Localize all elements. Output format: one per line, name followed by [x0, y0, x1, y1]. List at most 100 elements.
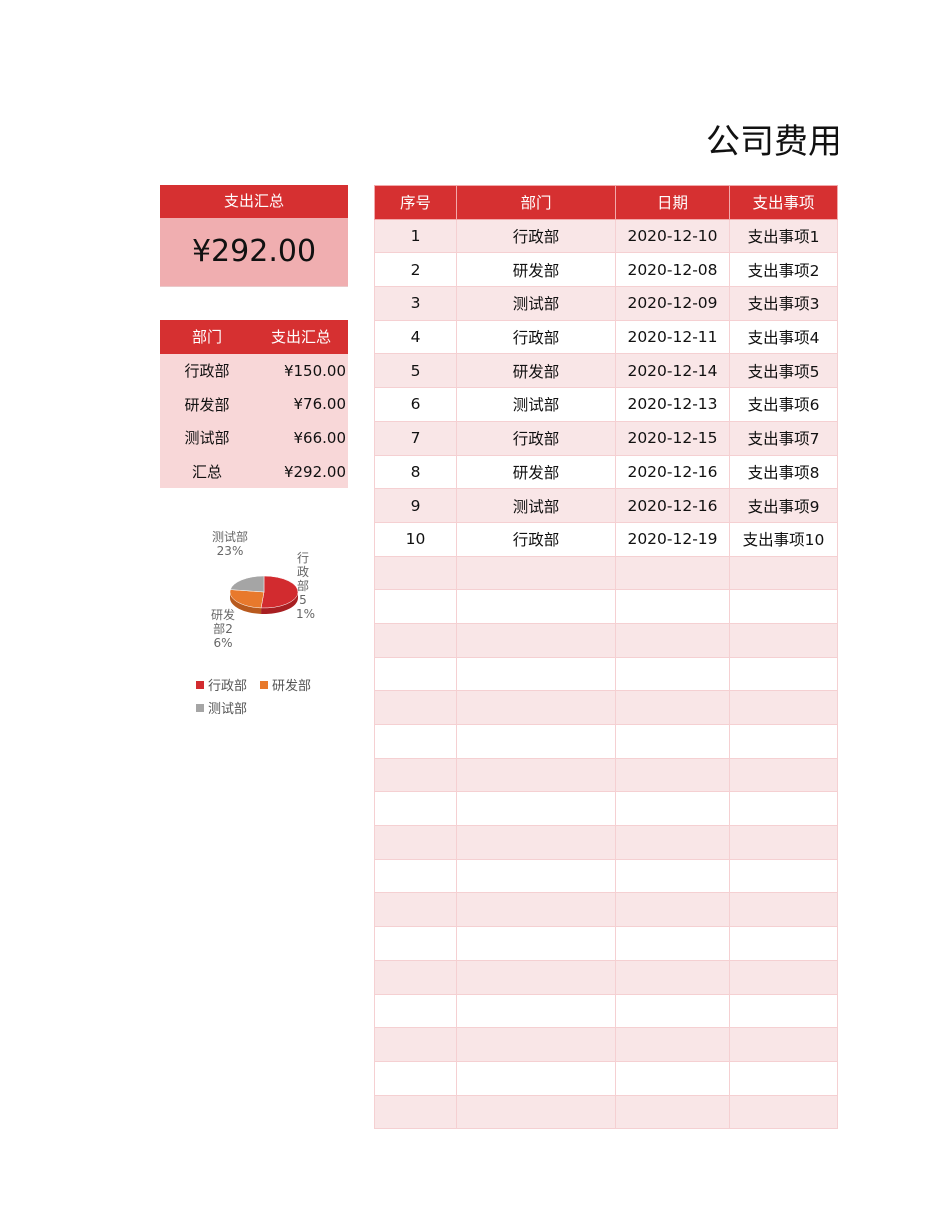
- table-cell[interactable]: [456, 993, 616, 1029]
- table-cell[interactable]: 2020-12-16: [615, 454, 730, 490]
- table-cell[interactable]: [456, 757, 616, 793]
- table-cell[interactable]: [374, 555, 457, 591]
- table-cell[interactable]: [615, 926, 730, 961]
- table-cell[interactable]: [729, 555, 838, 591]
- table-cell[interactable]: [374, 589, 457, 624]
- table-cell[interactable]: [456, 656, 616, 692]
- table-cell[interactable]: [374, 724, 457, 759]
- table-cell[interactable]: [729, 858, 838, 894]
- table-cell[interactable]: 支出事项9: [729, 488, 838, 523]
- table-cell[interactable]: [615, 656, 730, 692]
- table-cell[interactable]: [374, 1027, 457, 1062]
- table-cell[interactable]: 2020-12-13: [615, 387, 730, 422]
- table-cell[interactable]: [456, 622, 616, 658]
- table-cell[interactable]: [615, 993, 730, 1029]
- table-cell[interactable]: [374, 757, 457, 793]
- table-cell[interactable]: 研发部: [456, 454, 616, 490]
- table-cell[interactable]: [456, 892, 616, 928]
- summary-total[interactable]: ¥292.00: [160, 218, 348, 287]
- table-cell[interactable]: 8: [374, 454, 457, 490]
- table-cell[interactable]: [374, 825, 457, 860]
- table-cell[interactable]: [374, 622, 457, 658]
- table-cell[interactable]: 9: [374, 488, 457, 523]
- table-cell[interactable]: [729, 892, 838, 928]
- table-cell[interactable]: 测试部: [456, 387, 616, 422]
- table-cell[interactable]: 7: [374, 420, 457, 456]
- table-cell[interactable]: [729, 993, 838, 1029]
- table-cell[interactable]: 2020-12-10: [615, 218, 730, 254]
- table-cell[interactable]: [729, 791, 838, 827]
- table-cell[interactable]: [615, 555, 730, 591]
- table-cell[interactable]: 行政部: [456, 218, 616, 254]
- table-cell[interactable]: 2020-12-08: [615, 252, 730, 288]
- table-cell[interactable]: [615, 825, 730, 860]
- table-cell[interactable]: 支出事项1: [729, 218, 838, 254]
- column-header[interactable]: 部门: [456, 185, 616, 220]
- table-cell[interactable]: [729, 589, 838, 624]
- dept-name-cell[interactable]: 测试部: [160, 421, 254, 455]
- table-cell[interactable]: [374, 926, 457, 961]
- table-cell[interactable]: [615, 959, 730, 995]
- table-cell[interactable]: [615, 1060, 730, 1096]
- table-cell[interactable]: [374, 959, 457, 995]
- table-cell[interactable]: 支出事项10: [729, 521, 838, 557]
- table-cell[interactable]: [729, 1027, 838, 1062]
- table-cell[interactable]: [615, 724, 730, 759]
- table-cell[interactable]: 2020-12-14: [615, 353, 730, 389]
- table-cell[interactable]: 2020-12-15: [615, 420, 730, 456]
- table-cell[interactable]: [456, 555, 616, 591]
- dept-amount-cell[interactable]: ¥150.00: [254, 353, 348, 388]
- table-cell[interactable]: [456, 959, 616, 995]
- table-cell[interactable]: 测试部: [456, 488, 616, 523]
- table-cell[interactable]: [456, 1094, 616, 1130]
- table-cell[interactable]: [456, 926, 616, 961]
- table-cell[interactable]: 4: [374, 319, 457, 355]
- table-cell[interactable]: 行政部: [456, 420, 616, 456]
- table-cell[interactable]: [729, 1094, 838, 1130]
- dept-amount-cell[interactable]: ¥292.00: [254, 454, 348, 489]
- table-cell[interactable]: [729, 622, 838, 658]
- table-cell[interactable]: [615, 791, 730, 827]
- table-cell[interactable]: 支出事项7: [729, 420, 838, 456]
- dept-amount-cell[interactable]: ¥76.00: [254, 387, 348, 422]
- table-cell[interactable]: 2020-12-09: [615, 286, 730, 321]
- table-cell[interactable]: [374, 892, 457, 928]
- table-cell[interactable]: [456, 1027, 616, 1062]
- table-cell[interactable]: 研发部: [456, 353, 616, 389]
- table-cell[interactable]: [456, 690, 616, 725]
- column-header[interactable]: 序号: [374, 185, 457, 220]
- table-cell[interactable]: 2: [374, 252, 457, 288]
- table-cell[interactable]: [374, 1094, 457, 1130]
- table-cell[interactable]: [615, 1094, 730, 1130]
- table-cell[interactable]: 测试部: [456, 286, 616, 321]
- table-cell[interactable]: 支出事项6: [729, 387, 838, 422]
- table-cell[interactable]: [456, 858, 616, 894]
- table-cell[interactable]: [374, 858, 457, 894]
- table-cell[interactable]: [456, 1060, 616, 1096]
- table-cell[interactable]: 3: [374, 286, 457, 321]
- dept-name-cell[interactable]: 研发部: [160, 387, 254, 422]
- table-cell[interactable]: 6: [374, 387, 457, 422]
- table-cell[interactable]: 研发部: [456, 252, 616, 288]
- table-cell[interactable]: 支出事项5: [729, 353, 838, 389]
- table-cell[interactable]: [615, 1027, 730, 1062]
- table-cell[interactable]: [729, 1060, 838, 1096]
- pie-slice-2[interactable]: [230, 575, 265, 593]
- dept-name-cell[interactable]: 行政部: [160, 353, 254, 388]
- dept-name-cell[interactable]: 汇总: [160, 454, 254, 489]
- table-cell[interactable]: 2020-12-16: [615, 488, 730, 523]
- table-cell[interactable]: [456, 791, 616, 827]
- table-cell[interactable]: [374, 791, 457, 827]
- table-cell[interactable]: [456, 825, 616, 860]
- table-cell[interactable]: 行政部: [456, 319, 616, 355]
- table-cell[interactable]: [615, 690, 730, 725]
- table-cell[interactable]: [729, 724, 838, 759]
- table-cell[interactable]: 5: [374, 353, 457, 389]
- table-cell[interactable]: 行政部: [456, 521, 616, 557]
- column-header[interactable]: 日期: [615, 185, 730, 220]
- table-cell[interactable]: [729, 690, 838, 725]
- table-cell[interactable]: 2020-12-11: [615, 319, 730, 355]
- pie-chart[interactable]: 测试部 23% 行政部51% 研发部26% 行政部 研发部 测试部: [190, 525, 340, 725]
- table-cell[interactable]: [456, 724, 616, 759]
- pie-slice-1[interactable]: [229, 589, 265, 609]
